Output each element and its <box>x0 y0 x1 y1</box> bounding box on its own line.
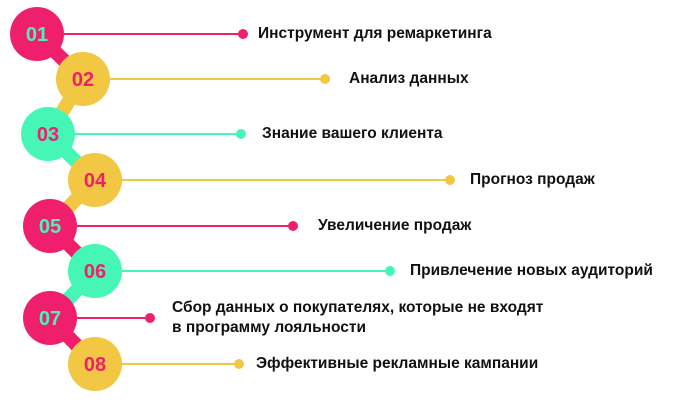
leader-dot-02 <box>320 74 330 84</box>
step-label-04: Прогноз продаж <box>470 171 595 188</box>
step-label-08: Эффективные рекламные кампании <box>256 355 539 372</box>
step-label-07: Сбор данных о покупателях, которые не вх… <box>172 299 544 336</box>
step-label-02: Анализ данных <box>349 70 469 87</box>
leader-dot-04 <box>445 175 455 185</box>
step-label-01: Инструмент для ремаркетинга <box>258 25 492 42</box>
step-circle-02 <box>56 52 110 106</box>
step-label-05: Увеличение продаж <box>318 217 472 234</box>
step-number-07: 07 <box>39 308 61 330</box>
step-circle-07 <box>23 291 77 345</box>
leader-dot-07 <box>145 313 155 323</box>
leader-dot-08 <box>234 359 244 369</box>
step-circle-04 <box>68 153 122 207</box>
step-number-05: 05 <box>39 216 61 238</box>
leader-dot-03 <box>236 129 246 139</box>
leader-dot-01 <box>238 29 248 39</box>
step-circle-08 <box>68 337 122 391</box>
step-number-04: 04 <box>84 170 107 192</box>
step-number-06: 06 <box>84 261 106 283</box>
step-number-08: 08 <box>84 354 106 376</box>
step-label-06: Привлечение новых аудиторий <box>410 262 653 279</box>
step-number-01: 01 <box>26 24 48 46</box>
step-circle-03 <box>21 107 75 161</box>
step-circle-05 <box>23 199 77 253</box>
leader-dot-05 <box>288 221 298 231</box>
step-label-03: Знание вашего клиента <box>262 125 443 142</box>
step-circle-06 <box>68 244 122 298</box>
step-number-03: 03 <box>37 124 59 146</box>
step-number-02: 02 <box>72 69 94 91</box>
step-circle-01 <box>10 7 64 61</box>
leader-dot-06 <box>385 266 395 276</box>
